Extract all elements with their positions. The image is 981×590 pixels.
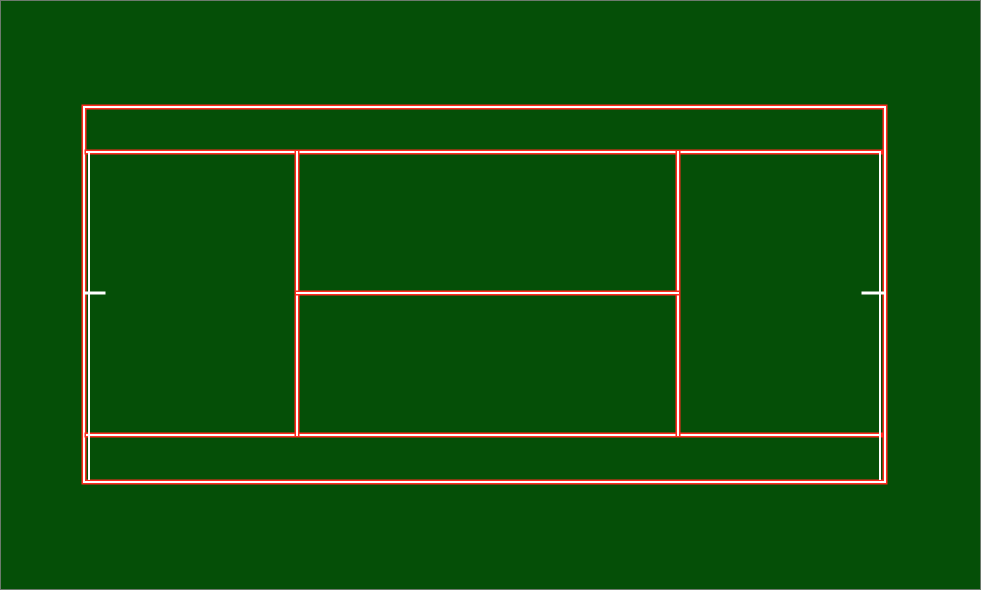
- court-markings: [81, 104, 888, 485]
- doubles-boundary: [81, 104, 888, 485]
